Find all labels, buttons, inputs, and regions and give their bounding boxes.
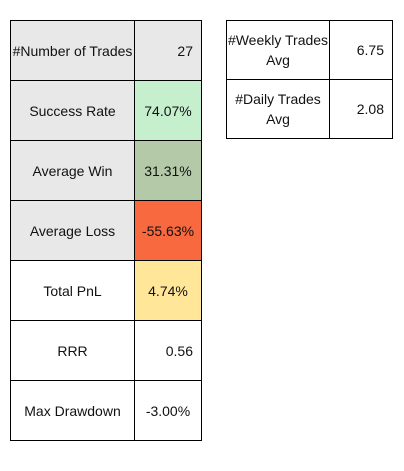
- metric-value-rrr: 0.56: [134, 320, 202, 381]
- avg-label-weekly-trades: #Weekly Trades Avg: [226, 20, 330, 80]
- metric-value-max-drawdown: -3.00%: [134, 380, 202, 441]
- metrics-table: #Number of Trades 27 Success Rate 74.07%…: [10, 20, 202, 441]
- avg-label-line: #Daily Trades: [235, 91, 321, 107]
- table-row: RRR 0.56: [10, 320, 202, 381]
- metric-value-total-pnl: 4.74%: [134, 260, 202, 321]
- table-row: Average Loss -55.63%: [10, 200, 202, 261]
- table-row: Total PnL 4.74%: [10, 260, 202, 321]
- metric-value-number-of-trades: 27: [134, 20, 202, 81]
- metric-label-max-drawdown: Max Drawdown: [10, 380, 135, 441]
- averages-table: #Weekly Trades Avg 6.75 #Daily Trades Av…: [226, 20, 393, 139]
- avg-label-line: Avg: [266, 111, 290, 127]
- metric-value-success-rate: 74.07%: [134, 80, 202, 141]
- avg-label-daily-trades: #Daily Trades Avg: [226, 79, 330, 139]
- table-row: #Number of Trades 27: [10, 20, 202, 81]
- metric-label-success-rate: Success Rate: [10, 80, 135, 141]
- metric-label-average-win: Average Win: [10, 140, 135, 201]
- avg-value-weekly-trades: 6.75: [329, 20, 393, 80]
- metric-label-rrr: RRR: [10, 320, 135, 381]
- table-row: Success Rate 74.07%: [10, 80, 202, 141]
- avg-label-line: #Weekly Trades: [227, 32, 329, 48]
- table-row: #Weekly Trades Avg 6.75: [226, 20, 393, 80]
- avg-label-line: Avg: [266, 52, 290, 68]
- metric-value-average-win: 31.31%: [134, 140, 202, 201]
- avg-value-daily-trades: 2.08: [329, 79, 393, 139]
- metric-label-total-pnl: Total PnL: [10, 260, 135, 321]
- metric-label-number-of-trades: #Number of Trades: [10, 20, 135, 81]
- table-row: #Daily Trades Avg 2.08: [226, 79, 393, 139]
- metric-label-average-loss: Average Loss: [10, 200, 135, 261]
- table-row: Max Drawdown -3.00%: [10, 380, 202, 441]
- metric-value-average-loss: -55.63%: [134, 200, 202, 261]
- table-row: Average Win 31.31%: [10, 140, 202, 201]
